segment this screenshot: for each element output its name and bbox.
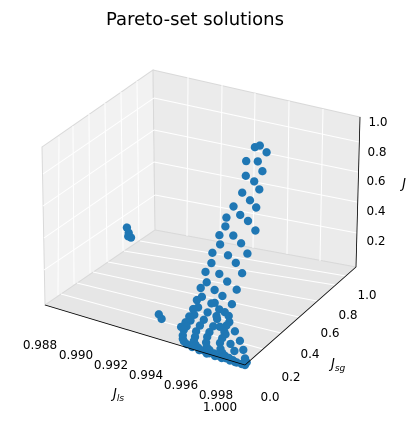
data-point <box>202 278 211 287</box>
x-tick-label: 0.998 <box>199 388 233 402</box>
data-point <box>210 298 219 307</box>
data-point <box>258 167 267 176</box>
data-point <box>212 314 222 324</box>
y-axis-line <box>244 266 357 366</box>
data-point <box>262 148 271 157</box>
data-point <box>252 203 261 212</box>
data-point <box>255 185 264 194</box>
x-tick-label: 0.988 <box>23 338 57 352</box>
data-point <box>210 285 219 295</box>
data-point <box>229 202 238 211</box>
data-point <box>239 345 248 355</box>
x-axis: 0.988 0.990 0.992 0.994 0.996 0.998 1.00… <box>23 304 246 414</box>
data-point <box>215 269 224 279</box>
data-point <box>218 291 227 301</box>
z-axis: 0.2 0.4 0.6 0.8 1.0 J <box>355 115 406 268</box>
data-point <box>255 141 264 150</box>
x-axis-label: Jls <box>110 387 124 404</box>
data-point <box>236 239 246 248</box>
data-point <box>230 327 240 336</box>
x-tick-label: 1.000 <box>203 400 237 414</box>
data-point <box>251 226 260 235</box>
data-point <box>208 248 217 257</box>
data-point <box>215 240 225 249</box>
data-point <box>124 228 133 237</box>
data-point <box>222 321 231 330</box>
data-point <box>236 210 245 220</box>
x-tick-label: 0.994 <box>129 368 163 382</box>
data-point <box>157 314 166 324</box>
data-point <box>215 338 225 348</box>
data-point <box>215 231 224 240</box>
y-axis: 0.0 0.2 0.4 0.6 0.8 1.0 Jsg <box>244 266 377 404</box>
data-point <box>196 283 205 293</box>
y-tick-label: 0.0 <box>260 390 279 404</box>
z-tick-label: 0.2 <box>366 234 385 248</box>
y-tick-label: 1.0 <box>357 288 376 302</box>
data-point <box>207 258 216 268</box>
data-point <box>245 196 255 205</box>
z-tick-label: 0.6 <box>366 174 385 188</box>
data-point <box>229 231 238 240</box>
data-point <box>201 267 210 277</box>
data-point <box>222 213 231 222</box>
data-point <box>243 216 253 226</box>
data-point <box>188 342 197 352</box>
x-tick-label: 0.996 <box>164 378 198 392</box>
data-point <box>227 300 237 309</box>
data-point <box>232 285 241 294</box>
data-point <box>237 269 247 278</box>
y-tick-label: 0.2 <box>281 370 300 384</box>
data-point <box>243 249 252 258</box>
data-point <box>223 251 233 260</box>
x-tick-label: 0.992 <box>94 358 128 372</box>
data-point <box>221 222 230 231</box>
data-point <box>242 156 251 166</box>
z-axis-line <box>355 116 361 268</box>
grid-lines <box>42 76 360 350</box>
z-tick-label: 1.0 <box>368 115 387 129</box>
y-tick-label: 0.8 <box>338 308 357 322</box>
data-point <box>250 177 259 186</box>
x-axis-line <box>44 304 246 366</box>
z-tick-label: 0.8 <box>367 145 386 159</box>
data-point <box>238 188 247 197</box>
y-tick-label: 0.4 <box>300 347 319 361</box>
data-point <box>226 339 235 349</box>
data-point <box>253 157 262 166</box>
data-point <box>241 171 250 180</box>
scatter-points <box>122 141 271 370</box>
data-point <box>223 277 232 286</box>
y-tick-label: 0.6 <box>320 326 339 340</box>
chart-title: Pareto-set solutions <box>106 9 284 30</box>
z-axis-label: J <box>399 177 406 192</box>
data-point <box>230 346 239 356</box>
z-tick-label: 0.4 <box>366 204 385 218</box>
data-point <box>192 295 202 305</box>
data-point <box>231 258 240 268</box>
data-point <box>235 336 245 345</box>
y-axis-label: Jsg <box>328 357 346 374</box>
data-point <box>203 308 212 317</box>
x-tick-label: 0.990 <box>59 348 93 362</box>
data-point <box>224 311 233 321</box>
